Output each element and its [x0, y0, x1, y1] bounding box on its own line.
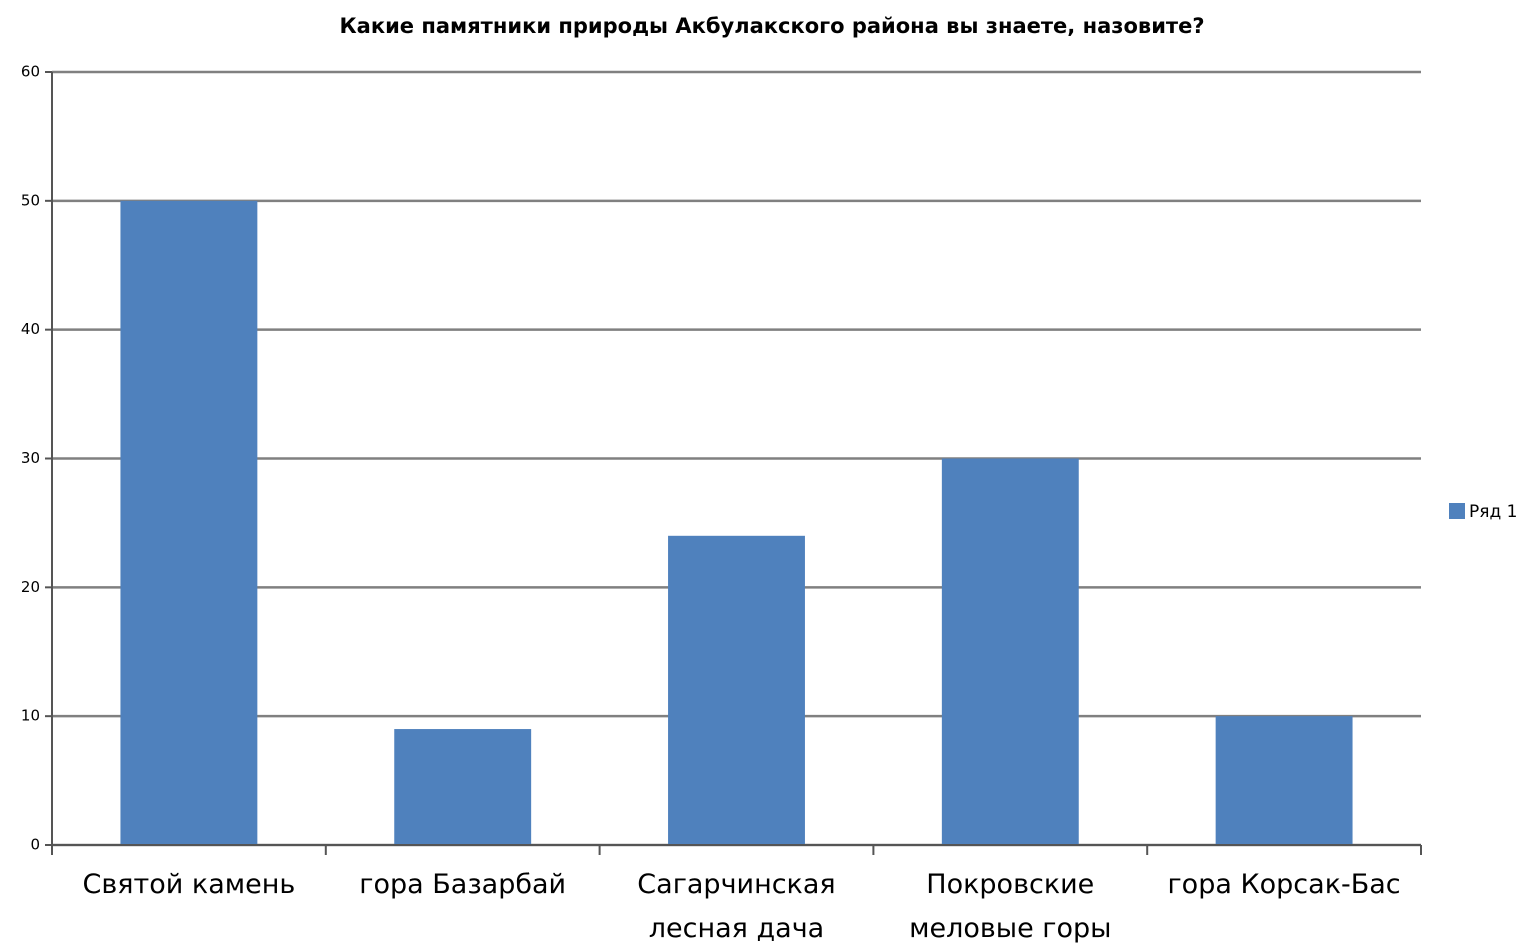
bar [941, 458, 1079, 845]
chart-title: Какие памятники природы Акбулакского рай… [340, 14, 1205, 38]
legend-swatch [1449, 503, 1465, 519]
x-tick-label: Святой камень [82, 869, 296, 900]
bar [668, 535, 805, 845]
bar [394, 729, 532, 845]
y-tick-label: 60 [21, 63, 40, 81]
legend-label: Ряд 1 [1469, 502, 1517, 522]
bar [1215, 716, 1353, 845]
x-tick-label: Покровские меловые горы [909, 869, 1112, 944]
y-tick-label: 50 [21, 191, 40, 209]
bar [120, 200, 258, 846]
y-tick-label: 0 [30, 836, 40, 854]
y-tick-label: 10 [21, 707, 40, 725]
y-tick-label: 40 [21, 320, 40, 338]
x-tick-label: гора Базарбай [359, 869, 567, 900]
y-tick-label: 30 [21, 449, 40, 467]
x-tick-label: гора Корсак-Бас [1167, 869, 1401, 900]
x-tick-label: Сагарчинская лесная дача [637, 869, 836, 944]
y-tick-label: 20 [21, 578, 40, 596]
